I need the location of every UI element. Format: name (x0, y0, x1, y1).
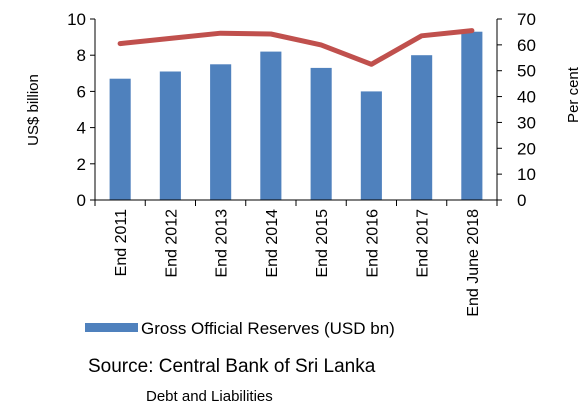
bar-3 (260, 51, 282, 200)
category-label-7: End June 2018 (465, 209, 482, 317)
y-tick-label: 10 (67, 10, 86, 29)
line-series (117, 28, 475, 67)
category-label-1: End 2012 (163, 209, 180, 278)
category-label-5: End 2016 (364, 209, 381, 278)
legend-swatch (85, 323, 138, 332)
category-label-0: End 2011 (113, 209, 130, 276)
bar-series (109, 31, 483, 201)
y-tick-label: 2 (77, 155, 86, 174)
legend-label: Gross Official Reserves (USD bn) (141, 319, 395, 338)
bar-1 (159, 71, 181, 200)
left-axis-ticks: 0 2 4 6 8 10 (67, 10, 95, 210)
y2-axis-title: Per cent (565, 66, 582, 123)
bar-2 (210, 64, 232, 201)
category-label-3: End 2014 (264, 209, 281, 278)
source-note: Source: Central Bank of Sri Lanka (88, 356, 376, 377)
bar-4 (310, 67, 332, 201)
y-tick-label: 0 (77, 191, 86, 210)
y2-tick-label: 40 (517, 88, 536, 107)
y2-tick-label: 20 (517, 139, 536, 158)
bar-7 (461, 31, 483, 201)
y-tick-label: 6 (77, 82, 86, 101)
footer-caption: Debt and Liabilities (146, 388, 273, 403)
category-label-4: End 2015 (314, 209, 331, 278)
y2-tick-label: 70 (517, 10, 536, 29)
y2-tick-label: 10 (517, 165, 536, 184)
y2-tick-label: 60 (517, 36, 536, 55)
bar-6 (411, 55, 433, 201)
y-tick-label: 4 (77, 119, 86, 138)
bar-5 (360, 91, 382, 200)
category-labels: End 2011 End 2012 End 2013 End 2014 End 2015… (113, 209, 482, 317)
bar-0 (109, 78, 131, 200)
category-label-2: End 2013 (214, 209, 231, 278)
y2-tick-label: 0 (517, 191, 526, 210)
y2-tick-label: 50 (517, 62, 536, 81)
y2-tick-label: 30 (517, 113, 536, 132)
axes (94, 19, 498, 206)
y-tick-label: 8 (77, 46, 86, 65)
line-path (117, 28, 475, 67)
right-axis-ticks: 0 10 20 30 40 50 60 70 (497, 10, 536, 210)
legend: Gross Official Reserves (USD bn) (85, 319, 395, 338)
category-label-6: End 2017 (415, 209, 432, 278)
y-axis-title: US$ billion (25, 74, 42, 146)
